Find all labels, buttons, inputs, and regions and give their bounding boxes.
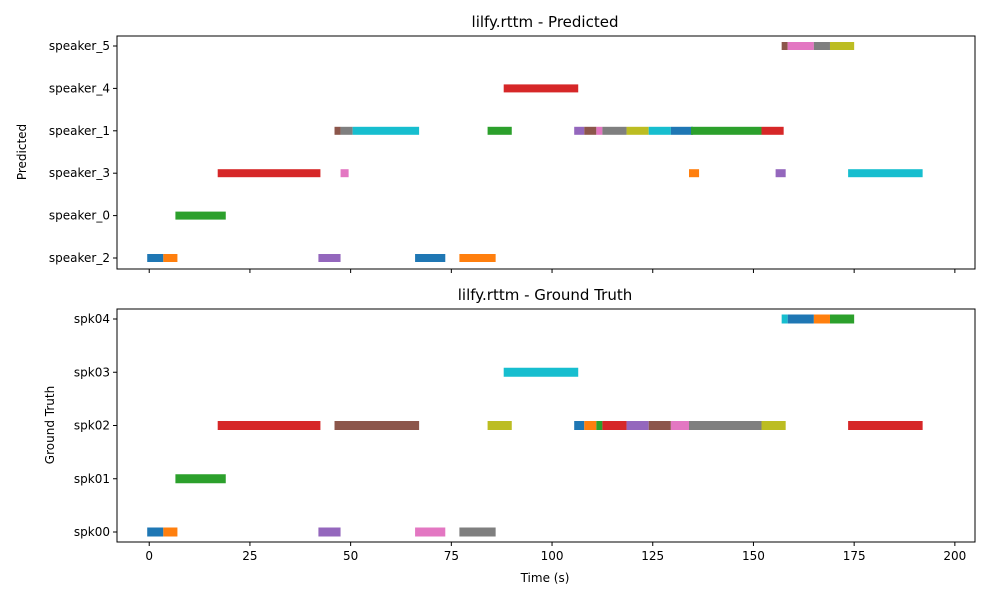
segment-speaker_3-28 [848,169,923,178]
segment-speaker_3-20 [689,169,700,178]
segment-speaker_1-21 [691,126,762,135]
predicted-y-axis-label: Predicted [15,124,29,180]
segment-spk02-17 [689,421,762,430]
y-tick-label-speaker_2: speaker_2 [49,251,110,265]
segment-spk02-3 [217,421,321,430]
segment-spk02-12 [596,421,603,430]
segment-spk04-21 [813,314,830,324]
segment-speaker_3-3 [217,169,321,178]
x-tick-label-25: 25 [242,549,257,563]
predicted-title: lilfy.rttm - Predicted [472,13,619,31]
x-axis-label: Time (s) [520,571,570,585]
segment-speaker_1-16 [602,126,627,135]
segment-speaker_5-27 [829,42,855,50]
x-tick-label-200: 200 [943,549,966,563]
x-tick-label-175: 175 [843,549,866,563]
x-tick-label-75: 75 [444,549,459,563]
ground-truth-y-axis-label: Ground Truth [43,386,57,464]
segment-speaker_1-8 [352,126,420,135]
segment-spk04-22 [829,314,855,324]
segment-speaker_0-2 [175,211,226,220]
segment-spk00-6 [415,527,446,537]
segment-speaker_2-9 [415,254,446,262]
y-tick-label-speaker_0: speaker_0 [49,209,110,223]
segment-speaker_1-22 [761,126,784,135]
ground-truth-panel: lilfy.rttm - Ground Truth Ground Truth s… [43,286,976,585]
segment-spk00-4 [318,527,341,537]
segment-speaker_5-24 [781,42,788,50]
segment-spk04-19 [781,314,788,324]
segment-speaker_3-6 [340,169,349,178]
segment-speaker_5-26 [813,42,830,50]
segment-speaker_4-12 [503,84,579,93]
segment-speaker_2-4 [318,254,341,262]
y-tick-label-spk03: spk03 [74,365,110,379]
segment-speaker_1-13 [574,126,585,135]
segment-speaker_2-10 [459,254,496,262]
segment-speaker_1-19 [670,126,694,135]
segment-spk02-8 [487,421,512,430]
segment-spk00-0 [147,527,164,537]
ground-truth-segments [147,314,923,537]
segment-spk02-14 [626,421,649,430]
predicted-segments [147,42,923,262]
y-tick-label-speaker_3: speaker_3 [49,166,110,180]
segment-spk02-13 [602,421,627,430]
segment-spk02-5 [334,421,420,430]
ground-truth-plot-frame [116,308,976,543]
segment-spk02-18 [761,421,786,430]
predicted-y-ticks: speaker_2 speaker_0 speaker_3 speaker_1 spea… [49,39,117,265]
segment-speaker_1-7 [340,126,353,135]
segment-speaker_1-15 [596,126,603,135]
x-tick-label-0: 0 [145,549,153,563]
segment-spk03-9 [503,367,579,377]
y-tick-label-spk02: spk02 [74,419,110,433]
y-tick-label-spk00: spk00 [74,525,110,539]
segment-spk00-7 [459,527,496,537]
ground-truth-title: lilfy.rttm - Ground Truth [458,286,632,304]
segment-spk01-2 [175,474,226,484]
segment-spk02-10 [574,421,585,430]
ground-truth-y-ticks: spk00 spk01 spk02 spk03 spk04 [74,312,117,539]
predicted-plot-frame [116,35,976,270]
segment-speaker_1-11 [487,126,512,135]
segment-spk04-20 [787,314,814,324]
ground-truth-x-ticks: 0 25 50 75 100 125 150 175 200 [145,542,966,563]
x-tick-label-150: 150 [742,549,765,563]
segment-speaker_2-0 [147,254,164,262]
segment-spk00-1 [163,527,178,537]
x-tick-label-125: 125 [641,549,664,563]
predicted-panel: lilfy.rttm - Predicted Predicted speaker… [15,13,976,273]
segment-speaker_1-14 [584,126,597,135]
segment-speaker_2-1 [163,254,178,262]
y-tick-label-speaker_4: speaker_4 [49,81,110,95]
segment-speaker_3-23 [775,169,786,178]
x-tick-label-100: 100 [541,549,564,563]
y-tick-label-speaker_1: speaker_1 [49,124,110,138]
y-tick-label-spk04: spk04 [74,312,110,326]
segment-speaker_1-17 [626,126,649,135]
predicted-x-ticks [148,269,956,273]
segment-speaker_5-25 [787,42,814,50]
segment-spk02-15 [648,421,671,430]
segment-spk02-23 [848,421,923,430]
segment-speaker_1-5 [334,126,341,135]
segment-spk02-11 [584,421,597,430]
y-tick-label-speaker_5: speaker_5 [49,39,110,53]
segment-spk02-16 [670,421,689,430]
x-tick-label-50: 50 [343,549,358,563]
y-tick-label-spk01: spk01 [74,472,110,486]
segment-speaker_1-18 [648,126,671,135]
